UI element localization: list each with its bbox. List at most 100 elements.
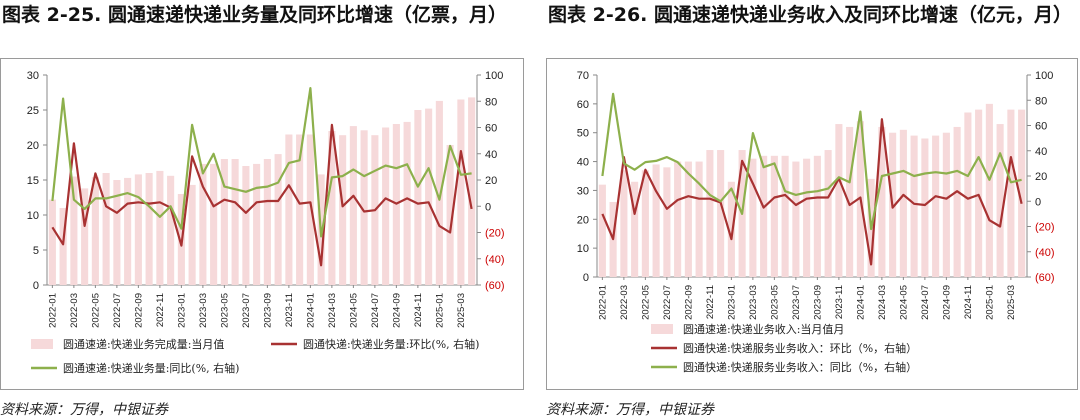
bar-2023-04 <box>760 155 768 277</box>
bar-2022-11 <box>156 170 164 285</box>
left-tick-label: 20 <box>27 140 39 152</box>
bar-2023-10 <box>274 154 282 285</box>
x-tick-label: 2022-01 <box>597 285 608 320</box>
bar-2022-12 <box>717 150 725 277</box>
bar-2025-01 <box>435 100 443 286</box>
bar-2024-08 <box>382 127 390 285</box>
bar-2023-03 <box>749 158 757 277</box>
x-tick-label: 2023-09 <box>262 293 273 328</box>
left-tick-label: 30 <box>27 70 39 82</box>
left-tick-label: 0 <box>583 272 589 284</box>
bar-2025-04 <box>1018 109 1026 277</box>
mom-series-line <box>601 118 1023 266</box>
bar-2022-03 <box>620 170 628 277</box>
x-tick-label: 2023-01 <box>726 285 737 320</box>
x-tick-label: 2025-01 <box>434 293 445 328</box>
x-tick-label: 2023-11 <box>834 285 845 319</box>
bar-2023-10 <box>824 150 832 277</box>
x-tick-label: 2022-03 <box>69 293 80 328</box>
bar-2025-03 <box>457 99 465 285</box>
bar-2023-11 <box>285 134 293 285</box>
x-tick-label: 2024-05 <box>898 285 909 320</box>
bar-2025-02 <box>446 145 454 285</box>
x-tick-label: 2024-09 <box>941 285 952 320</box>
x-tick-label: 2022-09 <box>133 293 144 328</box>
chart-frame: 0 5 10 15 20 25 30 (60) (40) (20) 0 20 40 60 80 100 2022… <box>0 58 524 390</box>
bar-2023-08 <box>803 158 811 277</box>
bar-2023-01 <box>727 181 735 277</box>
x-tick-label: 2023-07 <box>241 293 252 328</box>
x-tick-label: 2022-11 <box>155 293 166 327</box>
legend-swatch-bar <box>31 339 53 349</box>
bar-2024-10 <box>953 126 961 277</box>
bar-2023-06 <box>231 159 239 285</box>
chart-frame: 0 10 20 30 40 50 60 70 (60) (40) (20) 0 20 40 60 80 100 2… <box>546 58 1078 390</box>
x-tick-label: 2025-03 <box>456 293 467 328</box>
yoy-series-line <box>601 92 1022 231</box>
bar-2024-06 <box>360 130 368 285</box>
legend-label: 圆通速递:快递业务收入:当月值月 <box>683 322 844 336</box>
x-tick-label: 2024-11 <box>413 293 424 327</box>
x-tick-label: 2023-07 <box>791 285 802 320</box>
bar-2024-05 <box>349 126 357 285</box>
bar-2024-04 <box>339 135 347 285</box>
bar-2022-06 <box>652 164 660 277</box>
bar-2025-03 <box>1007 109 1015 277</box>
x-tick-label: 2022-03 <box>619 285 630 320</box>
x-tick-label: 2024-07 <box>920 285 931 320</box>
x-tick-label: 2022-09 <box>683 285 694 320</box>
bar-2023-07 <box>792 161 800 277</box>
x-tick-label: 2024-01 <box>305 293 316 328</box>
chart-panel-volume: 图表 2-25. 圆通速递快递业务量及同环比增速（亿票，月） 0 5 10 15 20 2… <box>0 0 530 418</box>
bar-2024-06 <box>910 135 918 277</box>
bar-2022-07 <box>663 167 671 277</box>
bar-2022-05 <box>91 177 99 285</box>
right-tick-label: (60) <box>1035 272 1055 284</box>
left-tick-label: 50 <box>577 128 589 140</box>
x-tick-label: 2022-07 <box>112 293 123 328</box>
bar-2023-02 <box>188 184 196 285</box>
left-tick-label: 15 <box>27 175 39 187</box>
bar-2024-11 <box>414 110 422 285</box>
bar-2023-06 <box>781 155 789 277</box>
bar-2025-02 <box>996 124 1004 277</box>
right-tick-label: 20 <box>485 175 497 187</box>
legend-label: 圆通快递:快递业务量:环比(%, 右轴) <box>303 337 479 351</box>
x-tick-label: 2024-03 <box>327 293 338 328</box>
bar-2024-11 <box>964 112 972 277</box>
left-tick-label: 0 <box>33 280 39 292</box>
legend-label: 圆通速递:快递业务量:同比(%, 右轴) <box>63 361 239 375</box>
x-tick-label: 2022-07 <box>662 285 673 320</box>
bar-2023-12 <box>846 126 854 277</box>
right-tick-label: 0 <box>1035 196 1041 208</box>
bar-2022-11 <box>706 150 714 277</box>
x-tick-label: 2022-01 <box>47 293 58 328</box>
legend-label: 圆通快递:快递服务业务收入：环比（%，右轴） <box>683 341 917 355</box>
left-tick-label: 30 <box>577 185 589 197</box>
bar-2023-07 <box>242 166 250 285</box>
bar-2022-04 <box>631 181 639 277</box>
x-tick-label: 2024-01 <box>855 285 866 320</box>
bar-2025-04 <box>468 97 476 286</box>
bar-2022-06 <box>102 173 110 285</box>
bar-2022-03 <box>70 176 78 285</box>
bar-2022-01 <box>598 184 606 277</box>
bar-2022-10 <box>695 161 703 277</box>
x-tick-label: 2025-03 <box>1006 285 1017 320</box>
bar-2024-12 <box>975 109 983 277</box>
bar-2023-05 <box>220 159 228 285</box>
bar-2022-12 <box>167 175 175 285</box>
left-tick-label: 5 <box>33 245 39 257</box>
bar-2025-01 <box>985 103 993 277</box>
left-tick-label: 25 <box>27 105 39 117</box>
bar-2022-02 <box>59 208 67 285</box>
left-tick-label: 20 <box>577 214 589 226</box>
bar-2023-12 <box>296 134 304 285</box>
bar-2024-10 <box>403 121 411 286</box>
mom-series-line <box>51 123 473 267</box>
right-tick-label: 20 <box>1035 171 1047 183</box>
chart-title: 图表 2-25. 圆通速递快递业务量及同环比增速（亿票，月） <box>2 4 507 26</box>
bar-2023-04 <box>210 163 218 285</box>
chart-title: 图表 2-26. 圆通速递快递业务收入及同环比增速（亿元，月） <box>548 4 1072 26</box>
left-tick-label: 10 <box>27 210 39 222</box>
